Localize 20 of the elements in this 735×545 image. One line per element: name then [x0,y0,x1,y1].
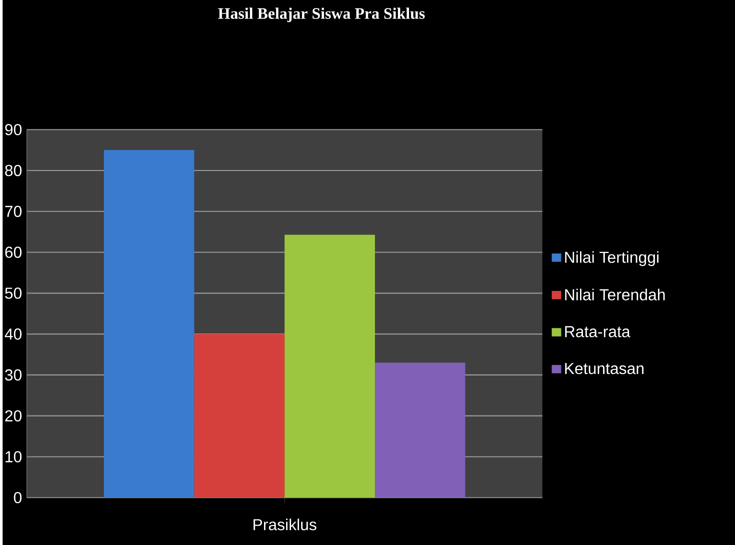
y-tick-label: 40 [4,328,22,340]
y-tick-label: 10 [6,451,22,462]
legend-label: Rata-rata [565,326,630,338]
bar [374,362,466,498]
y-tick-label: 90 [5,124,22,136]
bar [104,150,194,498]
chart-title: Hasil Belajar Siswa Pra Siklus [218,8,425,22]
x-tick-label: Prasiklus [254,518,316,530]
y-tick-label: 50 [5,288,22,299]
y-tick-label: 30 [5,369,22,381]
legend-label: Nilai Terendah [565,288,665,300]
y-tick-label: 0 [14,492,22,504]
y-tick-label: 80 [5,164,22,176]
legend-label: Ketuntasan [565,363,644,374]
bar [194,334,285,498]
y-tick-label: 20 [5,410,22,422]
y-tick-label: 70 [5,206,22,218]
y-tick-label: 60 [5,246,22,258]
legend-label: Nilai Tertinggi [565,251,658,266]
bar [284,234,375,498]
